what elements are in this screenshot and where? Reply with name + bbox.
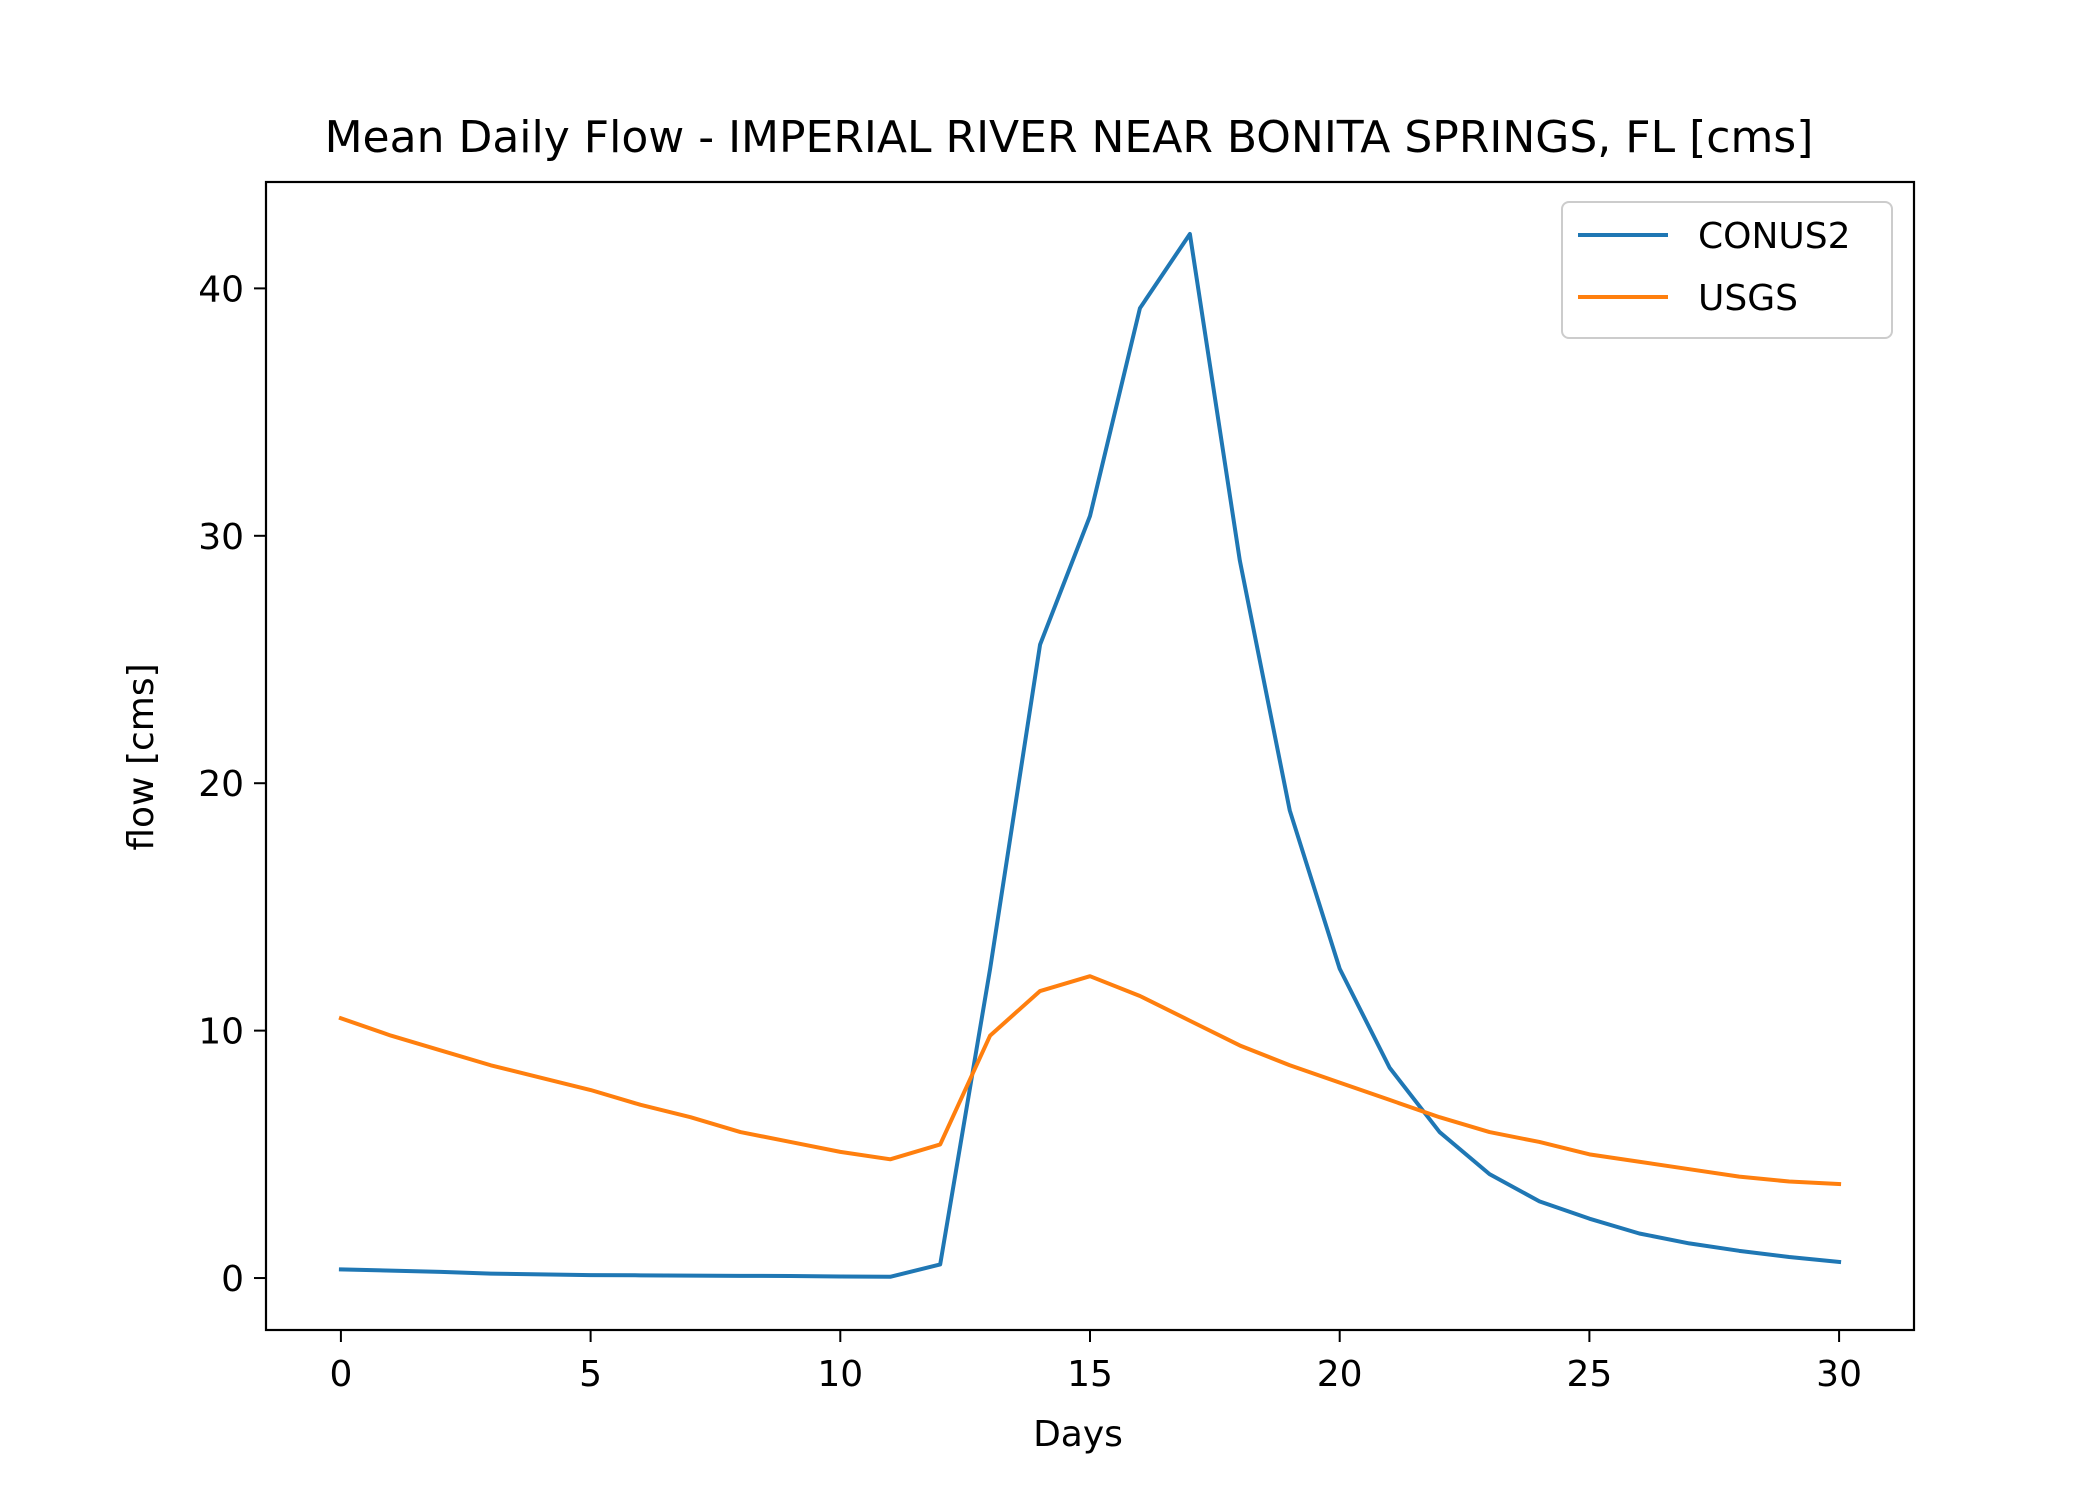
legend-label-conus2: CONUS2 <box>1698 216 1851 257</box>
y-tick-label: 0 <box>221 1259 244 1300</box>
x-tick-label: 20 <box>1317 1354 1363 1395</box>
x-tick-label: 25 <box>1566 1354 1612 1395</box>
y-tick-label: 40 <box>198 269 244 310</box>
y-tick-label: 20 <box>198 764 244 805</box>
y-axis-label: flow [cms] <box>121 663 162 850</box>
plot-area: 0 5 10 15 20 25 30 0 10 20 30 40 <box>198 180 1916 1395</box>
x-tick-label: 0 <box>329 1354 352 1395</box>
x-tick-label: 10 <box>817 1354 863 1395</box>
x-tick-label: 15 <box>1067 1354 1113 1395</box>
series-line-usgs <box>338 974 1842 1187</box>
y-tick-label: 10 <box>198 1012 244 1053</box>
x-tick-label: 30 <box>1816 1354 1862 1395</box>
x-axis-label: Days <box>1033 1414 1123 1455</box>
x-tick-label: 5 <box>579 1354 602 1395</box>
legend-label-usgs: USGS <box>1698 278 1798 319</box>
series-line-conus2 <box>338 231 1842 1279</box>
chart-title: Mean Daily Flow - IMPERIAL RIVER NEAR BO… <box>325 112 1814 163</box>
legend: CONUS2 USGS <box>1561 201 1893 339</box>
y-tick-label: 30 <box>198 517 244 558</box>
